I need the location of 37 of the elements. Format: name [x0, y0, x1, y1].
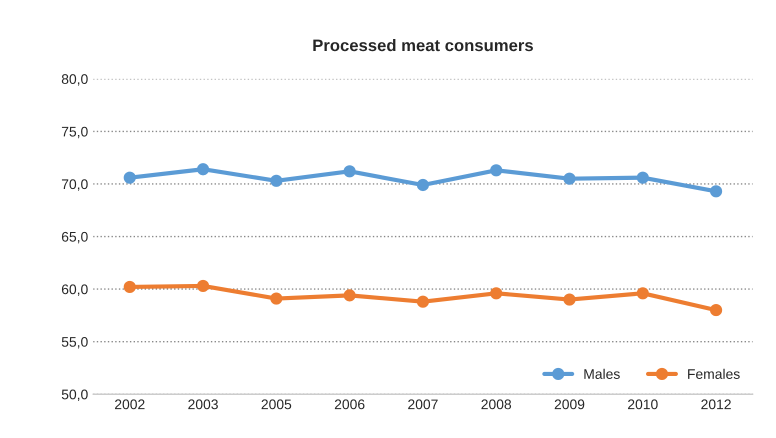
- x-tick-label: 2008: [481, 399, 512, 410]
- y-tick-label: 50,0: [62, 390, 88, 402]
- x-tick-label: 2005: [262, 399, 292, 410]
- point: [196, 163, 210, 176]
- x-tick-label: 2007: [408, 399, 438, 410]
- point: [124, 280, 136, 294]
- x-tick-label: 2010: [628, 399, 658, 410]
- point: [270, 292, 282, 305]
- x-tick-label: 2002: [115, 399, 145, 410]
- point: [490, 164, 502, 176]
- x-tick-label: 2009: [554, 399, 584, 410]
- point: [490, 287, 502, 300]
- point: [196, 280, 210, 292]
- legend-label: Males: [584, 368, 620, 379]
- point: [344, 165, 356, 178]
- y-tick-label: 70,0: [62, 179, 88, 191]
- point: [344, 289, 356, 302]
- point: [710, 185, 722, 198]
- y-tick-label: 60,0: [62, 284, 88, 296]
- x-tick-label: 2006: [334, 399, 364, 410]
- point: [636, 172, 649, 184]
- y-tick-label: 75,0: [62, 126, 88, 138]
- point: [710, 304, 722, 316]
- point: [636, 287, 649, 300]
- point: [563, 294, 576, 306]
- point: [416, 178, 429, 192]
- point: [563, 172, 576, 185]
- y-tick-label: 65,0: [62, 232, 88, 244]
- y-tick-label: 80,0: [62, 74, 88, 86]
- x-tick-label: 2012: [701, 399, 731, 410]
- x-tick-label: 2003: [188, 399, 218, 410]
- y-tick-label: 55,0: [62, 336, 88, 348]
- chart-title: Processed meat consumers: [313, 38, 533, 52]
- point: [270, 174, 282, 187]
- point: [416, 296, 429, 308]
- point: [124, 172, 136, 184]
- legend-label: Females: [688, 368, 740, 379]
